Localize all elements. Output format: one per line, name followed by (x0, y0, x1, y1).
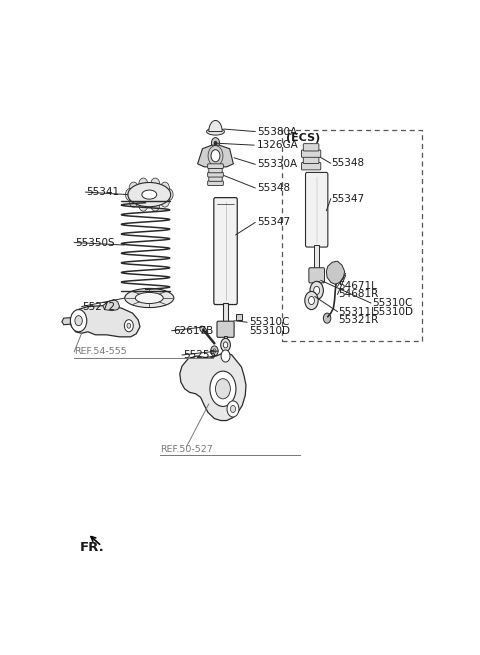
Text: 55350S: 55350S (75, 238, 115, 248)
Text: 55348: 55348 (332, 159, 365, 168)
Circle shape (151, 178, 160, 190)
Circle shape (71, 310, 87, 332)
Text: 55330A: 55330A (257, 159, 297, 170)
FancyBboxPatch shape (208, 181, 223, 185)
Circle shape (160, 182, 169, 194)
FancyBboxPatch shape (301, 150, 321, 157)
Polygon shape (209, 121, 222, 132)
Polygon shape (180, 352, 246, 421)
Text: REF.54-555: REF.54-555 (74, 347, 127, 356)
Text: (ECS): (ECS) (286, 132, 321, 143)
Circle shape (139, 178, 148, 190)
FancyBboxPatch shape (217, 321, 234, 337)
Polygon shape (326, 261, 345, 284)
Bar (315, 282, 319, 295)
Ellipse shape (135, 292, 163, 303)
Circle shape (124, 320, 133, 332)
Circle shape (214, 141, 217, 145)
Circle shape (324, 313, 331, 323)
Text: 55310D: 55310D (249, 326, 290, 336)
Ellipse shape (200, 326, 206, 333)
Ellipse shape (142, 190, 157, 199)
Circle shape (223, 342, 228, 348)
Circle shape (160, 195, 169, 207)
FancyBboxPatch shape (303, 143, 319, 151)
Bar (236, 314, 242, 320)
Text: 55341: 55341 (86, 187, 119, 197)
FancyBboxPatch shape (301, 162, 321, 170)
Bar (282, 130, 422, 341)
FancyBboxPatch shape (309, 268, 324, 283)
Circle shape (164, 189, 173, 200)
Circle shape (129, 182, 138, 194)
Circle shape (216, 379, 230, 399)
FancyBboxPatch shape (209, 177, 222, 181)
Text: 55310C: 55310C (249, 317, 289, 328)
Polygon shape (71, 305, 140, 337)
Circle shape (210, 371, 236, 406)
Circle shape (213, 349, 216, 353)
Ellipse shape (128, 183, 171, 207)
FancyBboxPatch shape (303, 157, 319, 164)
Circle shape (211, 150, 220, 162)
Circle shape (221, 350, 230, 362)
Text: REF.50-527: REF.50-527 (160, 445, 213, 454)
Circle shape (221, 339, 230, 352)
Circle shape (127, 323, 131, 328)
Circle shape (75, 316, 83, 326)
Polygon shape (62, 318, 71, 325)
Ellipse shape (125, 288, 174, 308)
Text: 1326GA: 1326GA (257, 140, 299, 150)
Text: 55348: 55348 (257, 183, 290, 193)
Circle shape (139, 199, 148, 211)
Text: FR.: FR. (79, 541, 104, 554)
Text: 55347: 55347 (332, 194, 365, 204)
Circle shape (314, 286, 320, 295)
FancyBboxPatch shape (214, 198, 237, 305)
FancyBboxPatch shape (209, 168, 222, 173)
Text: 55272: 55272 (83, 301, 116, 312)
Circle shape (310, 282, 324, 299)
Circle shape (129, 195, 138, 207)
Bar (224, 336, 228, 350)
Bar (314, 245, 319, 282)
Text: 55347: 55347 (257, 217, 290, 227)
FancyBboxPatch shape (305, 172, 328, 247)
Text: 54681R: 54681R (338, 290, 379, 299)
FancyBboxPatch shape (208, 164, 223, 168)
Text: 54671L: 54671L (338, 282, 377, 291)
Circle shape (305, 291, 318, 310)
Text: 62617B: 62617B (173, 326, 214, 336)
Text: 55310C: 55310C (372, 298, 412, 308)
Circle shape (151, 199, 160, 211)
Text: 55310D: 55310D (372, 307, 413, 316)
Text: 55321R: 55321R (338, 314, 379, 325)
Polygon shape (103, 299, 120, 310)
Circle shape (230, 405, 236, 413)
Polygon shape (198, 145, 233, 167)
Text: 55311L: 55311L (338, 307, 377, 316)
Circle shape (309, 297, 314, 305)
Circle shape (125, 189, 134, 200)
Circle shape (211, 346, 218, 356)
Text: 55380A: 55380A (257, 126, 297, 136)
Bar (223, 303, 228, 336)
Circle shape (211, 138, 219, 149)
Text: 55255: 55255 (183, 350, 216, 360)
Circle shape (227, 401, 239, 417)
Ellipse shape (206, 128, 225, 135)
FancyBboxPatch shape (208, 172, 223, 177)
